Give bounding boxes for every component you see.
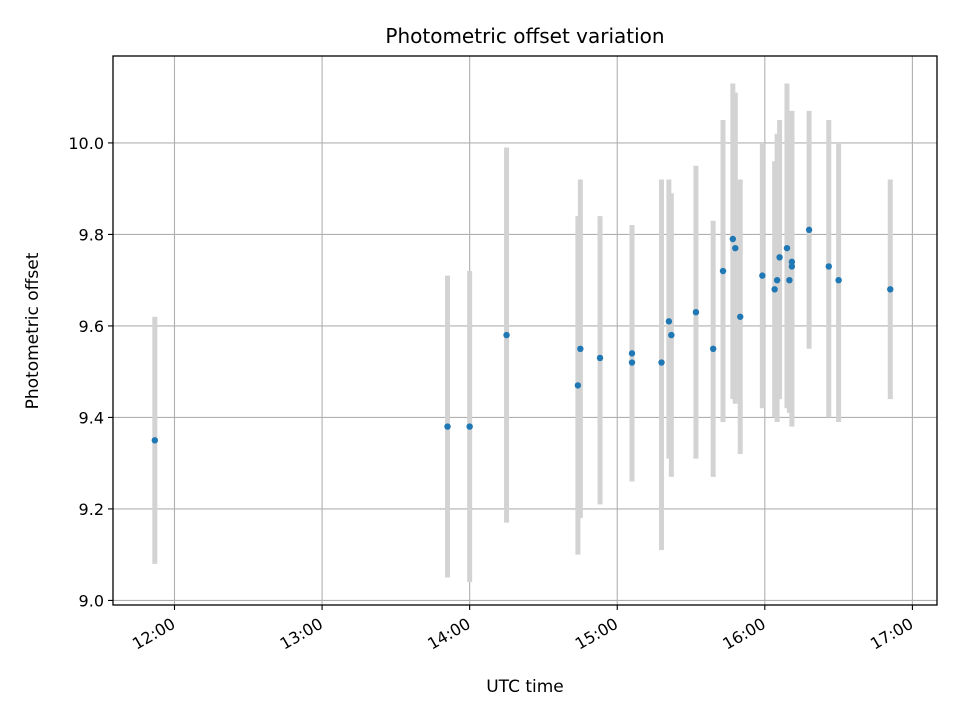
- data-point: [151, 437, 159, 444]
- data-point: [773, 276, 781, 284]
- data-point: [887, 286, 894, 293]
- y-tick-label: 9.4: [79, 408, 104, 427]
- y-tick-label: 9.8: [79, 225, 104, 244]
- chart-title: Photometric offset variation: [385, 24, 664, 48]
- data-points: [151, 226, 894, 444]
- data-point: [577, 345, 584, 352]
- data-point: [783, 244, 791, 252]
- data-point: [732, 244, 739, 252]
- y-axis-label: Photometric offset: [23, 252, 43, 409]
- data-point: [786, 276, 793, 284]
- data-point: [729, 235, 737, 243]
- data-point: [709, 345, 717, 352]
- data-point: [788, 263, 796, 270]
- y-tick-label: 9.2: [79, 500, 104, 519]
- data-point: [466, 423, 473, 430]
- data-point: [759, 272, 766, 279]
- data-point: [628, 350, 636, 357]
- data-point: [444, 423, 451, 430]
- data-point: [719, 267, 727, 275]
- data-point: [692, 309, 700, 316]
- data-point: [658, 359, 665, 366]
- data-point: [628, 359, 636, 366]
- data-point: [825, 263, 832, 270]
- data-point: [503, 331, 510, 339]
- data-point: [788, 258, 796, 266]
- y-tick-label: 10.0: [68, 134, 104, 153]
- data-point: [805, 226, 813, 234]
- data-point: [596, 354, 604, 362]
- data-point: [835, 276, 842, 284]
- x-axis-ticks: 12:00 13:00 14:00 15:00 16:00 17:00: [129, 605, 916, 654]
- data-point: [771, 286, 778, 293]
- y-axis-ticks: 9.0 9.2 9.4 9.6 9.8 10.0: [68, 134, 113, 610]
- y-tick-label: 9.0: [79, 591, 104, 610]
- data-point: [574, 382, 582, 389]
- data-point: [776, 254, 783, 261]
- y-tick-label: 9.6: [79, 317, 104, 336]
- plot-frame: [112, 55, 938, 606]
- x-axis-label: UTC time: [486, 677, 564, 697]
- data-point: [737, 313, 744, 320]
- data-point: [668, 331, 675, 339]
- data-point: [665, 318, 673, 325]
